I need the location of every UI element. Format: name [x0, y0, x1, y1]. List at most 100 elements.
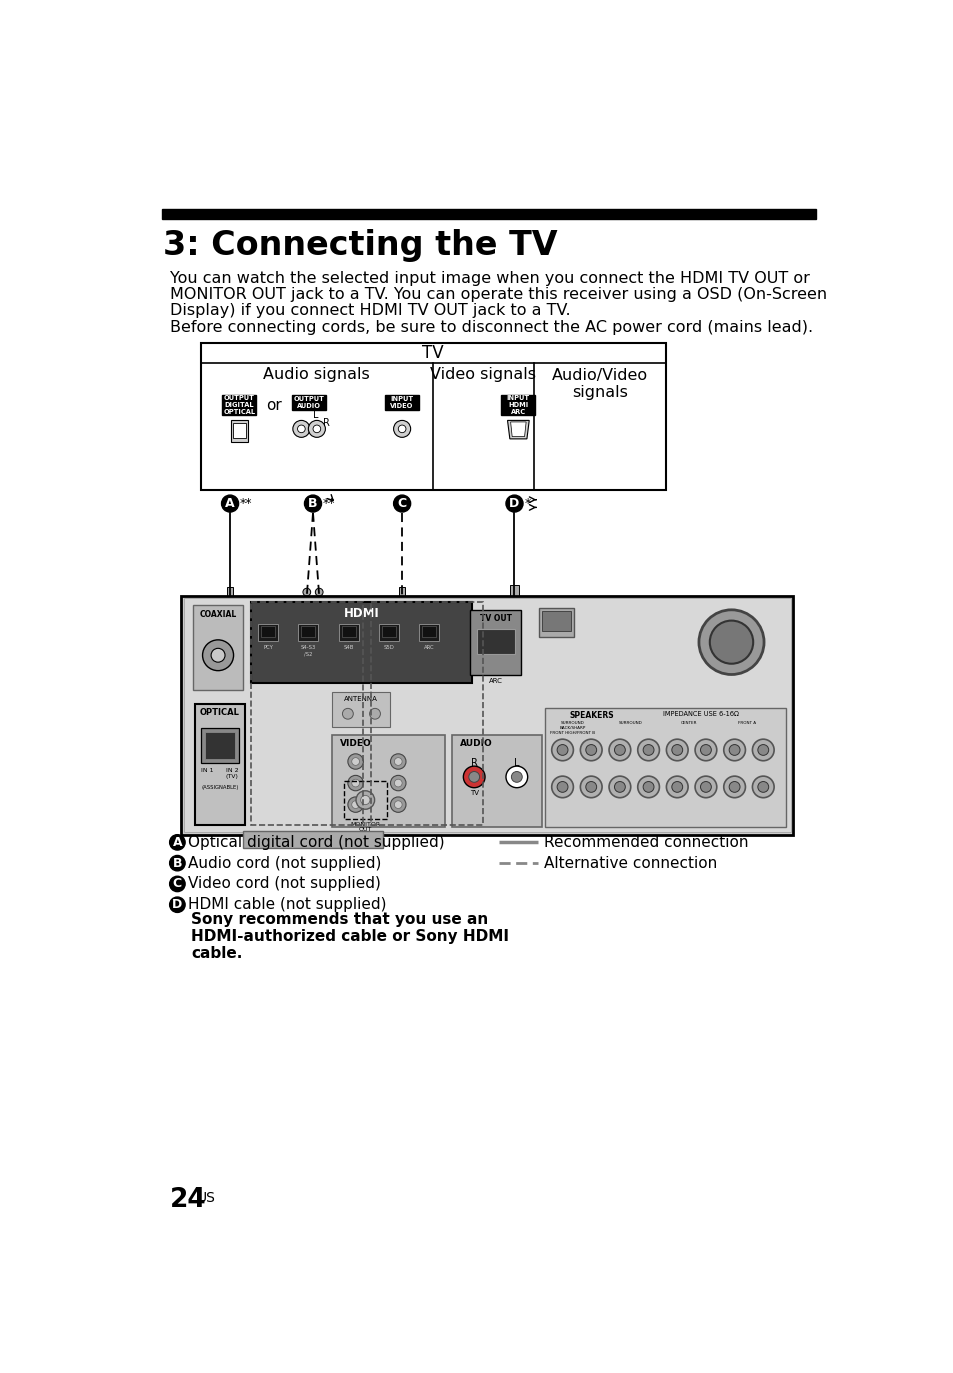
Circle shape [700, 744, 711, 755]
Text: Recommended connection: Recommended connection [543, 835, 748, 850]
Circle shape [551, 739, 573, 761]
Text: INPUT
VIDEO: INPUT VIDEO [390, 397, 414, 409]
Circle shape [390, 796, 406, 813]
Circle shape [221, 496, 238, 512]
Circle shape [579, 776, 601, 798]
Circle shape [728, 744, 740, 755]
Circle shape [666, 739, 687, 761]
Text: MONITOR OUT jack to a TV. You can operate this receiver using a OSD (On-Screen: MONITOR OUT jack to a TV. You can operat… [170, 287, 826, 302]
Circle shape [463, 766, 484, 788]
Circle shape [666, 776, 687, 798]
Text: COAXIAL: COAXIAL [199, 610, 236, 619]
Bar [251, 603, 472, 682]
Text: 3: Connecting the TV: 3: Connecting the TV [163, 229, 558, 262]
Bar [251, 603, 363, 825]
Text: AUDIO: AUDIO [459, 739, 493, 748]
Bar [341, 626, 355, 637]
Circle shape [709, 621, 753, 663]
Text: *: * [524, 497, 530, 509]
Circle shape [608, 739, 630, 761]
Circle shape [723, 776, 744, 798]
Text: ANTENNA: ANTENNA [344, 696, 377, 702]
Text: Display) if you connect HDMI TV OUT jack to a TV.: Display) if you connect HDMI TV OUT jack… [170, 303, 570, 319]
Bar [452, 735, 541, 827]
Text: Sony recommends that you use an: Sony recommends that you use an [192, 912, 488, 927]
Bar [193, 605, 243, 689]
Circle shape [297, 426, 305, 432]
Circle shape [671, 744, 682, 755]
Bar [261, 626, 274, 637]
Circle shape [355, 791, 375, 809]
Bar [292, 395, 326, 411]
Bar [538, 607, 574, 637]
Text: TV: TV [469, 789, 478, 796]
Text: ARC: ARC [488, 678, 502, 684]
Bar [257, 623, 278, 641]
Text: IMPEDANCE USE 6-16Ω: IMPEDANCE USE 6-16Ω [662, 711, 738, 718]
Bar [509, 585, 518, 596]
Bar [398, 586, 405, 596]
Circle shape [360, 795, 370, 805]
Circle shape [695, 776, 716, 798]
Circle shape [757, 781, 768, 792]
Text: TV: TV [422, 345, 443, 362]
Bar [222, 395, 256, 415]
Circle shape [348, 796, 363, 813]
Text: MONITOR
OUT: MONITOR OUT [350, 821, 380, 832]
Text: SURROUND
BACK/SHARP
FRONT HIGH/FRONT B: SURROUND BACK/SHARP FRONT HIGH/FRONT B [550, 721, 595, 735]
Text: C: C [397, 497, 406, 509]
Circle shape [642, 744, 654, 755]
Bar [233, 423, 245, 438]
Circle shape [752, 776, 773, 798]
Text: US: US [196, 1192, 215, 1205]
Circle shape [390, 776, 406, 791]
Circle shape [293, 420, 310, 438]
Circle shape [728, 781, 740, 792]
Circle shape [352, 780, 359, 787]
Circle shape [468, 772, 479, 783]
Circle shape [695, 739, 716, 761]
Circle shape [752, 739, 773, 761]
Text: R: R [470, 758, 477, 768]
Text: ARC: ARC [423, 645, 435, 651]
Bar [378, 623, 398, 641]
Text: PCY: PCY [263, 645, 273, 651]
Text: R: R [323, 419, 330, 428]
Bar [545, 707, 785, 827]
Circle shape [348, 754, 363, 769]
Text: S5D: S5D [383, 645, 394, 651]
Circle shape [352, 758, 359, 765]
Text: D: D [509, 497, 519, 509]
Text: or: or [266, 398, 282, 412]
Bar [201, 729, 238, 763]
Polygon shape [510, 422, 525, 437]
Text: D: D [172, 898, 182, 912]
Text: A: A [172, 836, 182, 849]
Bar [205, 732, 234, 759]
Circle shape [394, 496, 410, 512]
Bar [542, 611, 571, 630]
Circle shape [557, 781, 567, 792]
Circle shape [394, 420, 410, 438]
Bar [195, 704, 245, 825]
Circle shape [397, 426, 406, 432]
Circle shape [170, 897, 185, 913]
Circle shape [170, 876, 185, 891]
Circle shape [505, 766, 527, 788]
Text: S4B: S4B [343, 645, 354, 651]
Circle shape [170, 835, 185, 850]
Circle shape [308, 420, 325, 438]
Bar [181, 596, 793, 835]
Text: S4-S3
/S2: S4-S3 /S2 [300, 645, 315, 656]
Text: TV OUT: TV OUT [479, 614, 511, 623]
Text: You can watch the selected input image when you connect the HDMI TV OUT or: You can watch the selected input image w… [170, 270, 809, 286]
Circle shape [505, 496, 522, 512]
Circle shape [585, 744, 596, 755]
Text: Alternative connection: Alternative connection [543, 855, 717, 870]
Circle shape [551, 776, 573, 798]
Text: HDMI cable (not supplied): HDMI cable (not supplied) [188, 897, 386, 912]
Circle shape [637, 739, 659, 761]
Text: Optical digital cord (not supplied): Optical digital cord (not supplied) [188, 835, 444, 850]
Bar [476, 629, 514, 654]
Circle shape [394, 758, 402, 765]
